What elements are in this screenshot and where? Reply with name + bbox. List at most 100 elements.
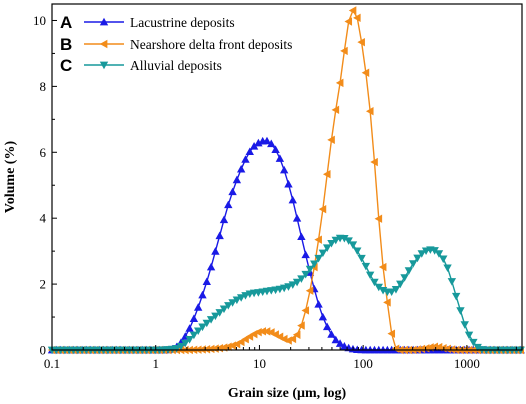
legend-label: Nearshore delta front deposits bbox=[130, 37, 292, 52]
data-point bbox=[202, 345, 211, 354]
data-point bbox=[408, 260, 418, 268]
data-point bbox=[262, 136, 272, 145]
y-tick-label: 10 bbox=[33, 13, 46, 28]
data-point bbox=[413, 254, 422, 263]
data-point bbox=[370, 157, 378, 167]
y-axis-title: Volume (%) bbox=[3, 141, 18, 214]
data-point bbox=[297, 321, 305, 330]
data-point bbox=[327, 239, 336, 248]
data-point bbox=[206, 316, 216, 324]
data-point bbox=[181, 339, 190, 348]
x-tick-label: 100 bbox=[353, 356, 373, 371]
data-point bbox=[224, 342, 232, 351]
panel-letter: A bbox=[60, 13, 72, 32]
data-point bbox=[245, 147, 254, 156]
data-point bbox=[314, 235, 322, 244]
y-tick-label: 8 bbox=[40, 79, 47, 94]
y-tick-label: 4 bbox=[40, 211, 47, 226]
x-tick-label: 10 bbox=[253, 356, 266, 371]
data-point bbox=[297, 232, 306, 241]
data-point bbox=[365, 271, 375, 280]
data-point bbox=[185, 324, 194, 332]
data-point bbox=[215, 309, 224, 317]
data-point bbox=[353, 247, 362, 256]
data-point bbox=[451, 292, 461, 301]
data-point bbox=[228, 187, 237, 196]
data-point bbox=[219, 305, 229, 314]
data-point bbox=[185, 336, 194, 344]
data-point bbox=[211, 344, 219, 353]
data-point bbox=[344, 237, 353, 245]
data-point bbox=[353, 13, 361, 23]
y-tick-label: 0 bbox=[40, 343, 47, 358]
data-point bbox=[439, 255, 448, 264]
data-point bbox=[430, 247, 439, 255]
data-point bbox=[318, 312, 328, 321]
data-point bbox=[417, 344, 426, 354]
data-point bbox=[219, 215, 229, 224]
data-point bbox=[211, 247, 220, 255]
data-point bbox=[292, 278, 302, 287]
data-point bbox=[310, 260, 319, 269]
x-tick-label: 1000 bbox=[454, 356, 480, 371]
data-point bbox=[391, 344, 400, 353]
data-point bbox=[275, 154, 285, 162]
legend-marker bbox=[99, 61, 109, 70]
data-point bbox=[469, 338, 478, 347]
x-tick-label: 0.1 bbox=[44, 356, 60, 371]
data-point bbox=[215, 231, 224, 240]
legend-marker bbox=[99, 17, 109, 26]
data-point bbox=[241, 155, 250, 163]
data-point bbox=[447, 278, 457, 286]
data-point bbox=[193, 303, 203, 311]
data-point bbox=[340, 46, 348, 56]
data-point bbox=[172, 345, 181, 353]
data-point bbox=[249, 142, 259, 150]
legend: A Lacustrine deposits B Nearshore delta fro… bbox=[60, 13, 292, 75]
plot-area-frame bbox=[51, 3, 523, 351]
data-point bbox=[271, 145, 280, 153]
y-tick-label: 2 bbox=[40, 277, 47, 292]
data-point bbox=[357, 37, 365, 47]
data-point bbox=[301, 250, 310, 259]
data-point bbox=[292, 214, 302, 222]
series-line bbox=[52, 8, 521, 351]
data-point bbox=[387, 329, 396, 338]
data-point bbox=[391, 286, 401, 294]
x-axis-title: Grain size (μm, log) bbox=[228, 386, 347, 401]
data-point bbox=[206, 344, 215, 354]
data-point bbox=[331, 335, 340, 344]
data-point bbox=[322, 322, 332, 331]
data-point bbox=[322, 170, 331, 179]
data-point bbox=[383, 298, 391, 307]
data-point bbox=[340, 342, 349, 350]
data-point bbox=[327, 135, 335, 145]
data-point bbox=[443, 344, 451, 354]
series-3 bbox=[47, 234, 525, 355]
data-point bbox=[305, 265, 315, 274]
x-tick-label: 1 bbox=[152, 356, 159, 371]
data-point bbox=[348, 241, 358, 249]
legend-label: Lacustrine deposits bbox=[130, 15, 235, 30]
data-point bbox=[236, 164, 246, 173]
data-point bbox=[348, 6, 357, 15]
series-line bbox=[52, 237, 521, 351]
data-point bbox=[232, 296, 242, 305]
data-point bbox=[176, 342, 186, 351]
data-point bbox=[331, 105, 340, 115]
data-point bbox=[198, 323, 207, 332]
data-point bbox=[297, 275, 306, 283]
data-point bbox=[189, 331, 199, 340]
data-point bbox=[267, 139, 276, 148]
data-point bbox=[262, 327, 271, 336]
data-point bbox=[279, 165, 289, 174]
data-point bbox=[284, 179, 293, 188]
data-point bbox=[361, 262, 371, 271]
data-point bbox=[305, 286, 314, 295]
data-point bbox=[357, 254, 366, 263]
data-point bbox=[400, 274, 409, 282]
series-layer bbox=[47, 6, 525, 355]
data-point bbox=[236, 294, 246, 302]
data-point bbox=[365, 107, 374, 116]
